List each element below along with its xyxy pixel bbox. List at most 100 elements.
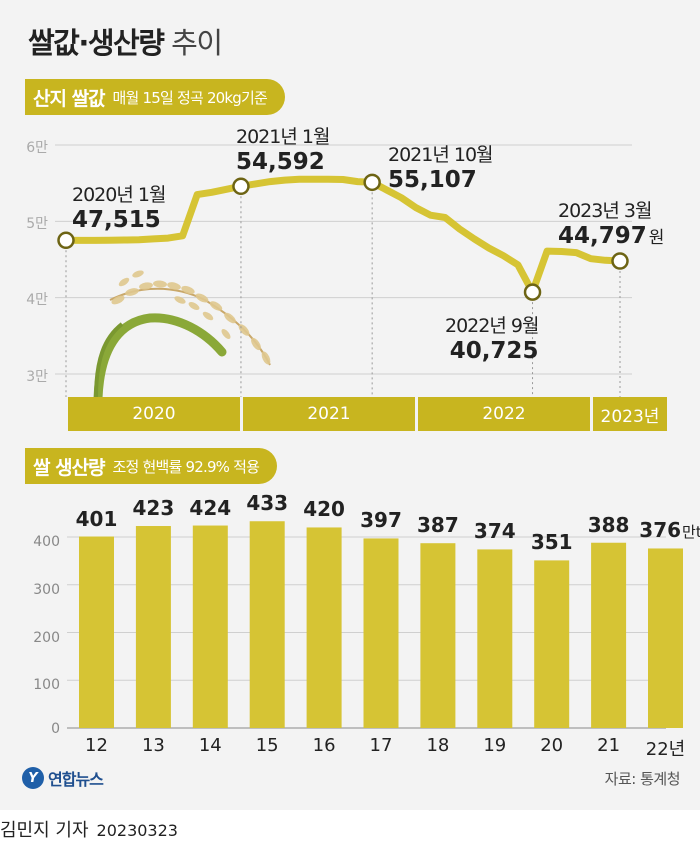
bar-value-label: 397 [346, 508, 416, 532]
production-header-subtitle: 조정 현백률 92.9% 적용 [112, 457, 260, 476]
bar-value: 433 [246, 491, 289, 516]
bar-category-label: 19 [483, 735, 507, 756]
price-series-line [62, 175, 624, 296]
annotation-2020-01: 2020년 1월 47,515 [72, 180, 166, 233]
bar-y-tick-300: 300 [33, 582, 60, 598]
bar-value-label: 387 [403, 513, 473, 537]
production-bar [363, 538, 399, 728]
bar-value: 374 [473, 519, 516, 544]
bar-category-label: 20 [540, 735, 564, 756]
bar-value-label: 351 [517, 530, 587, 554]
annotation-value: 40,725 [449, 338, 539, 364]
yonhap-logo-mark: Y [22, 767, 44, 789]
year-band-2021: 2021 [243, 397, 415, 431]
production-bar [306, 527, 342, 728]
annotation-value: 47,515 [72, 207, 161, 233]
annotation-2023-03: 2023년 3월 44,797 원 [558, 196, 664, 249]
bar-y-tick-200: 200 [33, 630, 60, 646]
production-bar [534, 560, 570, 728]
price-y-tick-6: 6만 [26, 140, 48, 156]
bar-value-label: 388 [574, 513, 644, 537]
price-point-marker [57, 231, 75, 250]
yonhap-logo: Y 연합뉴스 [22, 766, 104, 790]
bar-value: 376 [639, 518, 682, 543]
price-point-marker [363, 173, 381, 192]
bar-value: 397 [360, 508, 402, 533]
annotation-unit: 원 [648, 228, 665, 248]
production-bar [79, 536, 114, 728]
annotation-value: 44,797 [558, 223, 647, 249]
source-note: 자료: 통계청 [604, 770, 681, 788]
production-section-header: 쌀 생산량 조정 현백률 92.9% 적용 [25, 448, 278, 484]
production-bar [648, 548, 683, 728]
annotation-value: 54,592 [236, 149, 325, 175]
year-band-2023: 2023년 [593, 397, 667, 431]
bar-y-tick-100: 100 [33, 677, 60, 693]
bar-value-label: 374 [460, 519, 530, 543]
title-bold: 쌀값·생산량 [28, 26, 165, 60]
production-bar [591, 542, 627, 728]
production-bar [477, 549, 513, 728]
annotation-date: 2022년 9월 [445, 315, 539, 337]
bar-value-label: 401 [62, 507, 132, 531]
annotation-2022-09: 2022년 9월 40,725 [445, 311, 539, 364]
price-point-marker [523, 283, 542, 301]
production-bar [135, 526, 171, 728]
production-bar [249, 521, 285, 728]
bar-value: 351 [530, 530, 573, 555]
annotation-date: 2021년 1월 [236, 126, 330, 148]
annotation-date: 2023년 3월 [558, 200, 652, 222]
price-point-marker [611, 252, 629, 270]
bar-unit: 만t [682, 523, 700, 542]
bar-value-label: 420 [289, 497, 359, 521]
annotation-value: 55,107 [388, 167, 477, 193]
year-band-2022: 2022 [418, 397, 590, 431]
publish-date: 20230323 [96, 821, 178, 840]
year-band-2020: 2020 [68, 397, 240, 431]
price-header-title: 산지 쌀값 [33, 87, 106, 110]
bar-category-label: 17 [369, 735, 393, 756]
price-y-tick-5: 5만 [26, 216, 48, 232]
price-y-tick-3: 3만 [26, 369, 48, 385]
price-header-subtitle: 매월 15일 정곡 20kg기준 [112, 88, 268, 107]
bar-value-label: 376만t [636, 518, 700, 542]
bar-y-tick-400: 400 [33, 534, 60, 550]
title-light: 추이 [171, 26, 223, 60]
bar-value: 420 [303, 497, 345, 522]
bar-value: 423 [132, 496, 175, 521]
production-bar-chart [67, 521, 683, 729]
bar-value-label: 423 [118, 496, 188, 520]
bar-value: 388 [587, 512, 630, 537]
bar-category-label: 18 [426, 735, 450, 756]
bar-value-label: 433 [232, 491, 302, 515]
price-point-marker [232, 177, 250, 196]
bar-value: 401 [75, 506, 118, 531]
price-section-header: 산지 쌀값 매월 15일 정곡 20kg기준 [25, 79, 286, 115]
bar-value: 424 [189, 495, 232, 520]
bar-y-tick-0: 0 [51, 721, 60, 737]
page-title: 쌀값·생산량 추이 [28, 20, 223, 62]
bar-category-label: 12 [85, 735, 108, 756]
production-bar [420, 543, 456, 728]
bar-category-label: 15 [255, 735, 279, 756]
bar-category-label: 14 [198, 735, 222, 756]
bar-value: 387 [417, 513, 459, 538]
bar-category-label: 22년 [645, 739, 686, 760]
byline: 김민지 기자 20230323 [0, 816, 178, 842]
annotation-2021-10: 2021년 10월 55,107 [388, 140, 494, 193]
bar-category-label: 16 [312, 735, 336, 756]
price-y-tick-4: 4만 [26, 292, 48, 308]
yonhap-logo-text: 연합뉴스 [48, 770, 104, 789]
annotation-date: 2021년 10월 [388, 144, 494, 166]
production-header-title: 쌀 생산량 [33, 456, 106, 479]
bar-value-label: 424 [175, 496, 245, 520]
annotation-date: 2020년 1월 [72, 184, 166, 206]
annotation-value-row: 44,797 원 [558, 223, 664, 249]
bar-category-label: 21 [597, 735, 621, 756]
rice-plant-illustration [93, 270, 271, 403]
reporter-name: 김민지 기자 [0, 820, 89, 841]
bar-category-label: 13 [141, 735, 165, 756]
annotation-2021-01: 2021년 1월 54,592 [236, 122, 330, 175]
price-line-chart [55, 144, 632, 403]
production-bar [192, 525, 228, 728]
